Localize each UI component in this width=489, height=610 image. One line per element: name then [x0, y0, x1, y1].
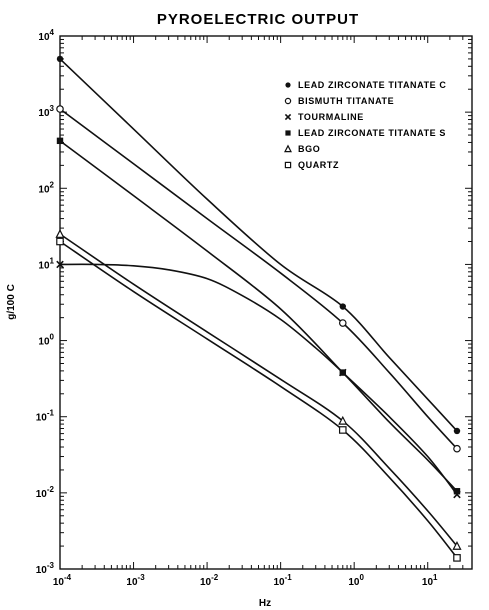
series-curves — [59, 58, 458, 559]
legend-label: LEAD ZIRCONATE TITANATE C — [298, 80, 447, 90]
data-point-quartz — [56, 237, 64, 246]
y-tick-label-exponent: -1 — [47, 409, 55, 418]
legend-label: TOURMALINE — [298, 112, 364, 122]
x-axis-label: Hz — [259, 598, 271, 609]
x-tick-label-base: 10 — [422, 577, 434, 588]
x-axis-ticks: 10-4 10-3 10-2 10-1 100 101 — [53, 36, 473, 588]
data-point-lead-zirconate-titanate-s — [56, 137, 64, 145]
data-point-quartz — [338, 426, 347, 434]
y-tick-label: 102 — [38, 180, 54, 195]
x-tick-label: 10-3 — [126, 573, 145, 588]
y-tick-label: 100 — [38, 333, 54, 348]
legend-label: LEAD ZIRCONATE TITANATE S — [298, 128, 446, 138]
x-tick-label-exponent: -2 — [211, 573, 219, 582]
y-tick-label: 10-2 — [36, 485, 55, 500]
x-tick-label-base: 10 — [126, 577, 138, 588]
x-tick-label: 10-4 — [53, 573, 72, 588]
y-tick-label-exponent: 2 — [50, 180, 55, 189]
legend-marker — [284, 97, 292, 105]
data-point-bismuth-titanate — [338, 319, 347, 327]
y-tick-label-base: 10 — [38, 337, 50, 348]
x-tick-label-exponent: -3 — [138, 573, 146, 582]
data-point-tourmaline — [56, 260, 64, 269]
y-tick-label-base: 10 — [36, 413, 48, 424]
series-line-tourmaline — [59, 263, 458, 496]
x-tick-label-exponent: -1 — [285, 573, 293, 582]
y-tick-label: 10-1 — [36, 409, 55, 424]
legend-marker — [284, 161, 292, 169]
y-tick-label-exponent: 0 — [50, 333, 55, 342]
x-tick-label: 10-2 — [200, 573, 219, 588]
data-point-bgo — [338, 415, 348, 425]
series-markers — [55, 55, 462, 562]
y-tick-label-base: 10 — [38, 32, 50, 43]
y-tick-label-base: 10 — [38, 260, 50, 271]
series-line-bgo — [59, 233, 458, 547]
chart-title: PYROELECTRIC OUTPUT — [157, 11, 359, 28]
plot-frame — [59, 35, 473, 570]
legend-label: QUARTZ — [298, 160, 339, 170]
y-tick-label-base: 10 — [38, 184, 50, 195]
data-point-lead-zirconate-titanate-s — [453, 488, 461, 495]
legend: LEAD ZIRCONATE TITANATE C BISMUTH TITANAT… — [284, 80, 447, 170]
y-tick-label-exponent: -2 — [47, 485, 55, 494]
x-tick-label-exponent: 0 — [360, 573, 365, 582]
y-tick-label: 101 — [38, 256, 54, 271]
legend-label: BISMUTH TITANATE — [298, 96, 394, 106]
data-point-lead-zirconate-titanate-c — [56, 55, 64, 63]
y-tick-label-exponent: -3 — [47, 561, 55, 570]
x-tick-label: 100 — [348, 573, 364, 588]
y-tick-label-exponent: 4 — [50, 28, 55, 37]
x-tick-label-base: 10 — [274, 577, 286, 588]
y-tick-label: 103 — [38, 104, 54, 119]
legend-marker — [285, 130, 291, 136]
legend-marker — [285, 82, 291, 88]
y-tick-label-base: 10 — [38, 108, 50, 119]
series-line-bismuth-titanate — [59, 108, 458, 450]
y-tick-label-exponent: 1 — [50, 256, 55, 265]
y-tick-label-base: 10 — [36, 565, 48, 576]
legend-marker — [284, 113, 292, 121]
data-point-bismuth-titanate — [56, 105, 64, 113]
x-tick-label: 101 — [422, 573, 438, 588]
data-point-bismuth-titanate — [453, 444, 461, 453]
data-point-bgo — [452, 540, 462, 550]
legend-marker — [284, 144, 292, 153]
y-tick-label: 10-3 — [36, 561, 55, 576]
x-tick-label-exponent: 1 — [433, 573, 438, 582]
y-tick-label-base: 10 — [36, 489, 48, 500]
x-tick-label-base: 10 — [348, 577, 360, 588]
series-line-lead-zirconate-titanate-c — [59, 58, 458, 432]
x-tick-label-base: 10 — [200, 577, 212, 588]
data-point-lead-zirconate-titanate-s — [339, 369, 346, 376]
x-tick-label: 10-1 — [274, 573, 293, 588]
data-point-bgo — [55, 229, 65, 238]
data-point-quartz — [453, 554, 461, 562]
legend-label: BGO — [298, 144, 320, 154]
data-point-lead-zirconate-titanate-c — [453, 427, 461, 435]
y-tick-label: 104 — [38, 28, 54, 43]
y-tick-label-exponent: 3 — [50, 104, 55, 113]
series-line-quartz — [59, 240, 458, 559]
y-axis-label: g/100 C — [6, 284, 17, 320]
x-tick-label-base: 10 — [53, 577, 65, 588]
series-line-lead-zirconate-titanate-s — [59, 140, 458, 492]
x-tick-label-exponent: -4 — [64, 573, 72, 582]
data-point-lead-zirconate-titanate-c — [339, 303, 346, 310]
